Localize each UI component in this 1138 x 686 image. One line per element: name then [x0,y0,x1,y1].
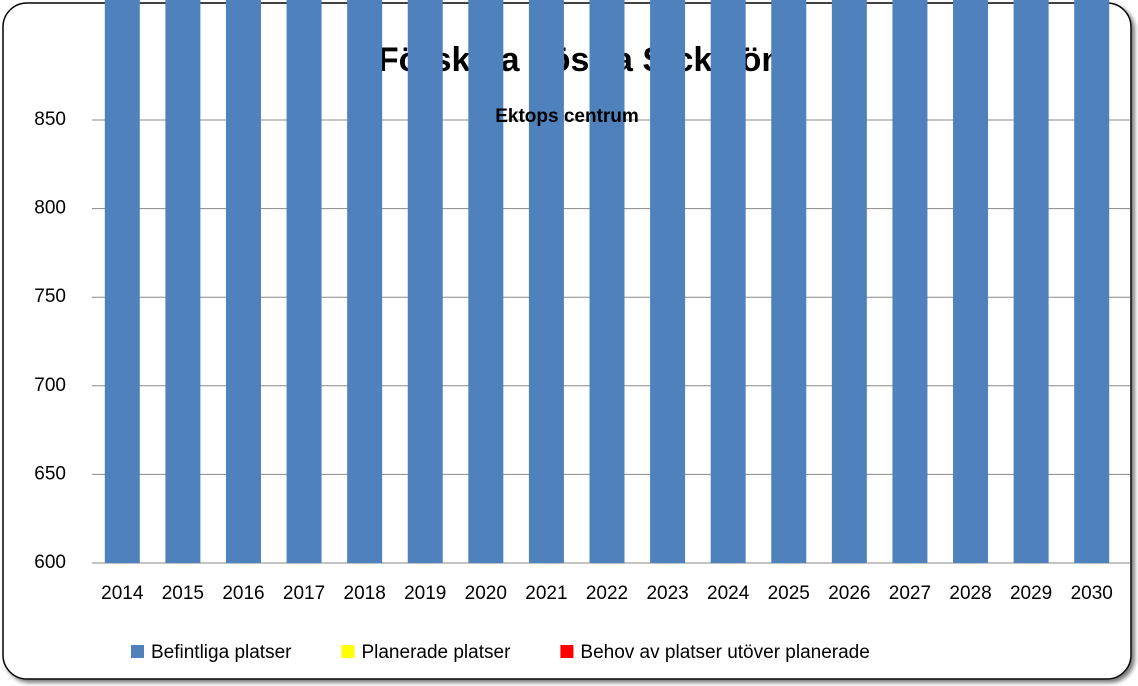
bar-segment [771,0,807,563]
y-tick-label: 700 [34,375,66,396]
bar-segment [1074,0,1110,563]
x-tick-label: 2029 [1010,583,1052,604]
x-tick-label: 2018 [344,583,386,604]
bar-segment [650,0,686,563]
bar-segment [286,0,322,563]
legend-swatch [560,645,574,658]
bar-segment [407,0,443,563]
bar-segment [165,0,201,563]
y-tick-label: 850 [34,109,66,130]
legend-label: Behov av platser utöver planerade [580,642,869,663]
y-tick-label: 600 [34,552,66,573]
legend-label: Befintliga platser [151,642,292,663]
bar-segment [347,0,383,563]
bar-segment [104,0,140,563]
y-tick-label: 650 [34,463,66,484]
x-tick-label: 2015 [162,583,204,604]
x-tick-label: 2025 [768,583,810,604]
bar-segment [953,0,989,563]
x-tick-label: 2019 [404,583,446,604]
x-tick-label: 2030 [1071,583,1113,604]
bar-segment [225,0,261,563]
x-tick-label: 2014 [101,583,144,604]
x-tick-label: 2022 [586,583,628,604]
legend-swatch [131,645,144,658]
bar-segment [1013,0,1049,563]
x-tick-label: 2017 [283,583,325,604]
x-tick-label: 2021 [525,583,567,604]
y-tick-label: 800 [34,198,66,219]
bar-segment [892,0,928,563]
x-tick-label: 2027 [889,583,931,604]
x-tick-label: 2026 [828,583,870,604]
x-tick-label: 2023 [646,583,688,604]
x-tick-label: 2024 [707,583,750,604]
bar-segment [589,0,625,563]
x-tick-label: 2028 [949,583,991,604]
legend-swatch [341,645,355,658]
bar-segment [528,0,564,563]
legend-label: Planerade platser [361,642,511,663]
chart-subtitle: Ektops centrum [495,106,639,127]
bar-segment [831,0,867,563]
bar-segment [468,0,504,563]
x-tick-label: 2020 [465,583,507,604]
bar-segment [710,0,746,563]
plot-area: 6006507007508008502014751162015756201675… [34,0,1130,663]
x-tick-label: 2016 [222,583,264,604]
y-tick-label: 750 [34,286,66,307]
